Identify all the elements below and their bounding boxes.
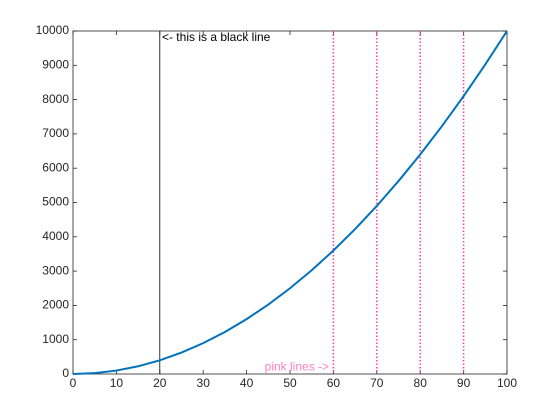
x-tick-label: 80 [414,376,428,390]
plot-frame [72,30,508,375]
x-tick-label: 100 [497,376,517,390]
x-tick-label: 40 [240,376,254,390]
x-tick-label: 50 [283,376,297,390]
y-tick-label: 3000 [42,263,69,277]
y-tick-label: 0 [62,366,69,380]
x-tick-label: 90 [457,376,471,390]
y-tick-label: 10000 [36,23,70,37]
data-line [72,30,508,375]
x-tick-label: 20 [153,376,167,390]
y-tick-label: 6000 [42,160,69,174]
y-tick-label: 1000 [42,332,69,346]
y-tick-label: 4000 [42,229,69,243]
y-tick-label: 8000 [42,92,69,106]
y-tick-label: 7000 [42,126,69,140]
x-tick-label: 70 [370,376,384,390]
annotation: pink lines -> [265,359,329,373]
x-tick-label: 0 [70,376,77,390]
y-tick-label: 5000 [42,195,69,209]
x-tick-label: 10 [110,376,124,390]
y-tick-label: 9000 [42,57,69,71]
x-tick-label: 30 [197,376,211,390]
y-tick-label: 2000 [42,298,69,312]
annotation: <- this is a black line [162,30,271,44]
x-tick-label: 60 [327,376,341,390]
